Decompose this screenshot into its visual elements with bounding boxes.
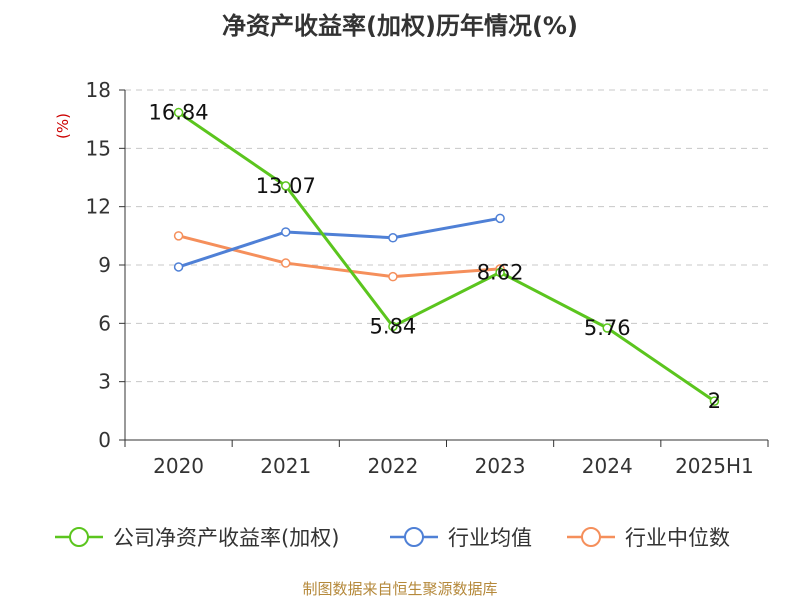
- x-tick-label: 2025H1: [675, 454, 754, 478]
- data-label: 8.62: [477, 260, 524, 284]
- y-tick-label: 18: [86, 78, 111, 102]
- legend-marker: [581, 527, 601, 547]
- data-point: [281, 258, 291, 268]
- legend-label: 公司净资产收益率(加权): [113, 526, 339, 550]
- data-point: [602, 323, 612, 333]
- legend-label: 行业中位数: [625, 526, 730, 550]
- data-point: [281, 227, 291, 237]
- series-line: [177, 111, 716, 403]
- y-tick-label: 3: [98, 370, 111, 394]
- data-point: [388, 233, 398, 243]
- legend-marker: [404, 527, 424, 547]
- legend-marker: [69, 527, 89, 547]
- y-axis-label: (%): [54, 113, 72, 139]
- series-line: [178, 216, 501, 269]
- x-tick-label: 2023: [475, 454, 526, 478]
- x-tick-label: 2021: [260, 454, 311, 478]
- y-tick-label: 6: [98, 311, 111, 335]
- y-tick-label: 12: [86, 195, 111, 219]
- data-label: 5.84: [370, 314, 417, 338]
- series-lines: [173, 107, 720, 406]
- legend-label: 行业均值: [448, 526, 532, 550]
- chart-title: 净资产收益率(加权)历年情况(%): [222, 12, 578, 40]
- x-tick-label: 2022: [367, 454, 418, 478]
- x-tick-label: 2024: [582, 454, 633, 478]
- legend: 公司净资产收益率(加权) 行业均值 行业中位数: [55, 526, 730, 550]
- y-tick-label: 9: [98, 253, 111, 277]
- data-point: [388, 271, 398, 282]
- data-point: [173, 231, 184, 241]
- data-point: [281, 181, 291, 191]
- data-label: 2: [708, 389, 721, 413]
- grid-lines: [125, 89, 768, 383]
- data-point: [173, 262, 184, 272]
- y-tick-label: 15: [86, 136, 111, 160]
- data-point: [388, 321, 398, 332]
- data-label: 13.07: [256, 174, 316, 198]
- data-point: [495, 213, 505, 224]
- data-point: [173, 107, 184, 118]
- axes: 0 3 6 9 12 15 18 2020 2021 2022 2023 2024 2025H1 (%): [54, 78, 769, 478]
- data-labels: 16.84 13.07 5.84 8.62 5.76 2: [149, 101, 722, 414]
- data-point: [709, 396, 720, 406]
- source-note: 制图数据来自恒生聚源数据库: [302, 580, 498, 598]
- data-label: 16.84: [149, 101, 209, 125]
- data-point: [495, 267, 505, 278]
- y-tick-label: 0: [98, 428, 111, 452]
- x-tick-label: 2020: [153, 454, 204, 478]
- data-label: 5.76: [584, 316, 631, 340]
